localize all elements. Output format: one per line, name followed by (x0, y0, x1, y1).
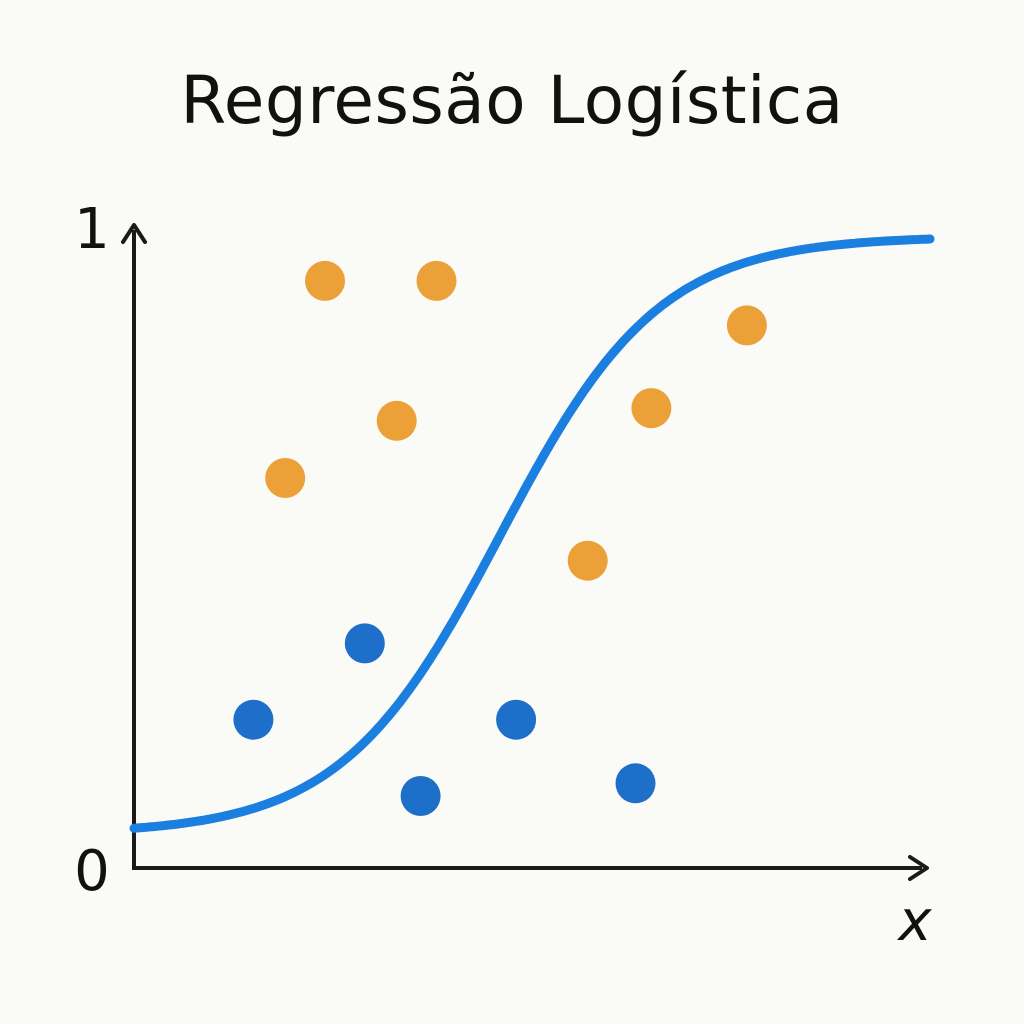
blue-point (400, 776, 441, 816)
orange-point (376, 400, 417, 441)
blue-point (344, 623, 385, 664)
orange-point (631, 388, 672, 429)
chart-title: Regressão Logística (180, 62, 844, 139)
orange-point (416, 260, 457, 301)
marks (129, 234, 935, 833)
y-tick-label-min: 0 (74, 839, 110, 904)
orange-point (726, 305, 767, 346)
y-axis-arrow (121, 223, 147, 244)
orange-point (305, 260, 345, 301)
x-axis-label: x (896, 889, 932, 954)
blue-point (615, 763, 656, 804)
axes: 1 0 x (74, 197, 932, 954)
y-tick-label-max: 1 (74, 197, 110, 262)
orange-point (567, 540, 608, 581)
blue-point (233, 699, 274, 740)
orange-point (265, 458, 306, 498)
x-axis-arrow (908, 855, 929, 881)
logistic-curve (129, 234, 935, 833)
blue-point (496, 699, 537, 740)
